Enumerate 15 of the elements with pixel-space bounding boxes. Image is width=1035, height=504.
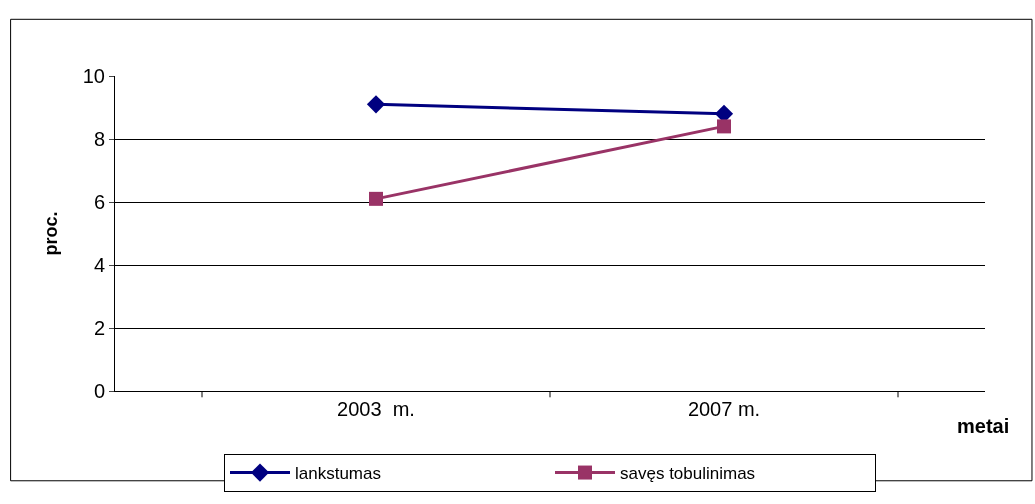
y-tick-label: 2 <box>93 317 105 339</box>
x-tick-label: 2003 m. <box>337 398 415 420</box>
y-tick-label: 0 <box>93 380 105 402</box>
y-tick-label: 4 <box>93 254 105 276</box>
y-tick-label: 10 <box>82 65 105 87</box>
y-tick-label: 8 <box>93 128 105 150</box>
x-axis-title: metai <box>957 415 1010 437</box>
point <box>369 191 383 206</box>
point <box>717 119 731 134</box>
y-axis-title: proc. <box>40 211 61 256</box>
legend-label: lankstumas <box>295 464 381 484</box>
legend-label: savęs tobulinimas <box>620 464 756 484</box>
y-tick-label: 6 <box>93 191 105 213</box>
point <box>366 95 386 114</box>
x-tick-label: 2007 m. <box>687 398 761 420</box>
